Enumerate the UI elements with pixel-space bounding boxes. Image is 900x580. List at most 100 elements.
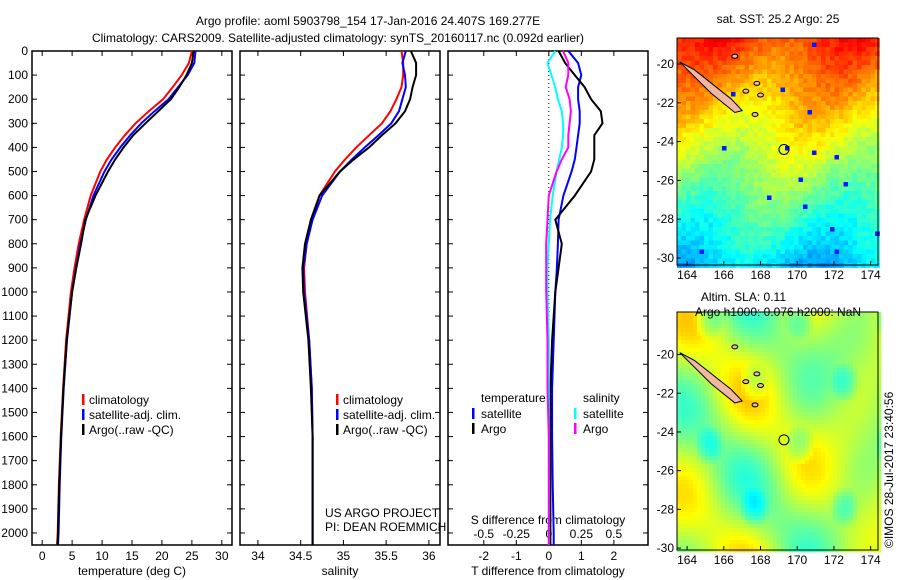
map-pixel [708,195,714,201]
map-pixel [873,428,878,433]
map-pixel [793,436,798,441]
map-pixel [749,173,754,178]
map-pixel [713,480,718,485]
map-pixel [761,496,766,501]
map-pixel [761,404,766,409]
map-pixel [740,96,745,102]
map-pixel [693,372,698,377]
map-pixel [717,396,722,401]
x-tick-label: 15 [125,549,139,563]
map-pixel [699,47,705,52]
map-pixel [852,38,858,43]
map-pixel [690,164,696,169]
map-pixel [861,87,867,93]
map-pixel [845,436,850,441]
map-pixel [737,428,742,433]
map-pixel [812,60,817,66]
map-pixel [701,488,706,493]
map-pixel [777,368,782,373]
map-pixel [852,204,858,210]
map-pixel [825,231,831,237]
map-pixel [789,105,795,111]
map-pixel [848,213,853,219]
map-pixel [825,47,831,52]
map-pixel [717,432,722,437]
map-pixel [762,123,768,129]
map-pixel [767,236,772,241]
map-pixel [813,384,818,389]
map-pixel [869,484,874,489]
map-pixel [705,324,710,329]
map-pixel [753,150,759,156]
map-pixel [697,376,702,381]
map-pixel [817,412,822,417]
map-pixel [861,324,866,329]
map-pixel [803,69,808,75]
map-pixel [753,195,759,201]
map-pixel [749,364,754,369]
lat-tick-label: -24 [657,135,675,149]
map-pixel [735,249,741,255]
map-pixel [869,320,874,325]
map-pixel [843,245,849,250]
map-pixel [809,496,814,501]
map-pixel [761,440,766,445]
map-pixel [785,428,790,433]
map-pixel [713,336,718,341]
map-pixel [817,332,822,337]
map-pixel [771,110,777,115]
map-pixel [865,384,870,389]
map-pixel [741,496,746,501]
map-pixel [794,101,799,106]
map-pixel [690,137,696,142]
map-pixel [789,460,794,465]
map-pixel [722,155,727,160]
figure-title-line1: Argo profile: aoml 5903798_154 17-Jan-20… [196,14,540,28]
map-pixel [789,340,794,345]
map-pixel [801,364,806,369]
map-pixel [816,56,822,61]
map-pixel [713,96,718,102]
map-pixel [861,428,866,433]
map-pixel [767,222,772,228]
map-pixel [798,182,804,187]
y-tick-label: 1100 [2,309,28,323]
map-pixel [773,400,778,405]
map-pixel [722,245,727,250]
map-pixel [681,42,687,48]
map-pixel [744,254,750,259]
map-pixel [813,416,818,421]
map-pixel [801,332,806,337]
map-pixel [677,227,682,232]
map-pixel [705,460,710,465]
x-tick-label: 5 [69,549,76,563]
map-pixel [717,74,723,79]
map-pixel [821,78,826,84]
map-pixel [780,92,786,97]
map-pixel [821,168,826,174]
map-pixel [866,87,871,93]
map-pixel [681,332,686,337]
map-pixel [812,159,817,165]
map-pixel [866,231,871,237]
map-pixel [809,452,814,457]
map-pixel [697,480,702,485]
map-pixel [845,324,850,329]
map-pixel [861,168,867,174]
map-pixel [837,440,842,445]
map-pixel [741,436,746,441]
map-pixel [705,360,710,365]
map-pixel [721,448,726,453]
map-pixel [798,222,804,228]
map-pixel [839,222,844,228]
map-pixel [857,436,862,441]
map-pixel [817,468,822,473]
map-pixel [681,74,687,79]
map-pixel [807,141,813,147]
map-pixel [722,254,727,259]
map-pixel [735,155,741,160]
map-pixel [735,56,741,61]
map-pixel [870,78,876,84]
map-pixel [729,488,734,493]
map-pixel [758,56,763,61]
